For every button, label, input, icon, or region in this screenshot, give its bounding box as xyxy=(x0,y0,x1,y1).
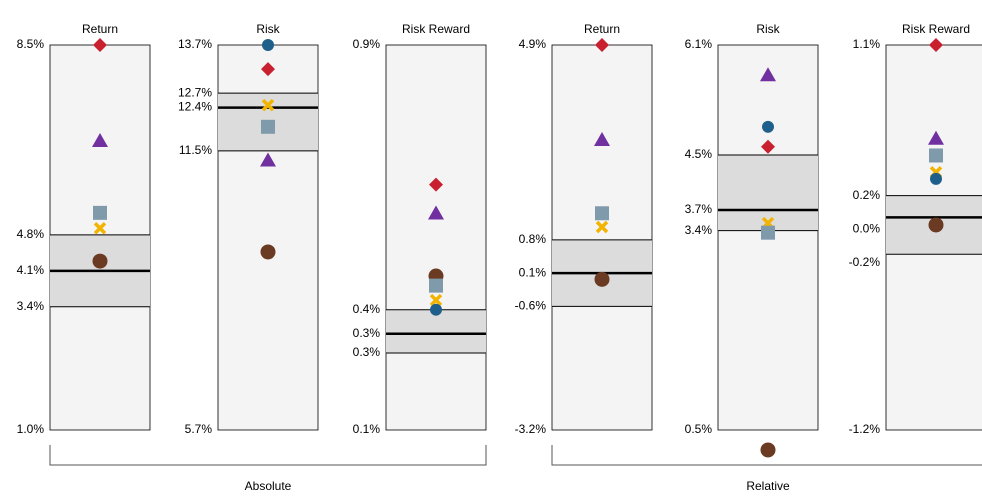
y-tick-label: 13.7% xyxy=(178,37,212,51)
y-tick-label: 6.1% xyxy=(685,37,713,51)
y-tick-label: 4.5% xyxy=(685,147,713,161)
marker-circle xyxy=(762,120,774,133)
marker-diamond xyxy=(93,38,107,52)
marker-diamond xyxy=(429,177,443,192)
marker-x xyxy=(261,98,275,112)
marker-circle xyxy=(92,253,108,269)
y-tick-label: 3.4% xyxy=(17,299,45,313)
panel-title: Risk xyxy=(756,22,780,36)
y-tick-label: 0.8% xyxy=(519,232,547,246)
y-tick-label: 1.1% xyxy=(853,37,881,51)
marker-square xyxy=(429,278,443,293)
marker-triangle xyxy=(594,132,610,147)
y-tick-label: -1.2% xyxy=(849,422,881,436)
y-tick-label: 0.1% xyxy=(353,422,381,436)
y-tick-label: 3.4% xyxy=(685,223,713,237)
panel-title: Return xyxy=(81,22,119,36)
y-tick-label: 0.3% xyxy=(353,326,381,340)
marker-square xyxy=(929,148,943,163)
marker-square xyxy=(595,206,609,221)
y-tick-label: 5.7% xyxy=(185,422,213,436)
marker-diamond xyxy=(261,62,275,77)
y-tick-label: 0.4% xyxy=(353,302,381,316)
marker-square xyxy=(761,225,775,240)
marker-circle xyxy=(430,303,442,316)
marker-square xyxy=(261,119,275,134)
marker-triangle xyxy=(428,205,444,220)
y-tick-label: -0.2% xyxy=(849,255,881,269)
box xyxy=(718,155,818,231)
marker-diamond xyxy=(761,139,775,154)
marker-circle xyxy=(262,39,274,51)
y-tick-label: 4.1% xyxy=(17,263,45,277)
plot-area xyxy=(551,44,653,431)
panel-title: Risk xyxy=(256,22,280,36)
marker-circle xyxy=(260,244,276,260)
y-tick-label: 4.8% xyxy=(17,227,45,241)
marker-circle xyxy=(760,442,776,458)
group-bracket xyxy=(551,445,982,466)
marker-diamond xyxy=(595,38,609,52)
panel-title: Risk Reward xyxy=(901,22,970,36)
marker-x xyxy=(429,293,443,307)
plot-area xyxy=(385,44,487,431)
box xyxy=(386,309,486,353)
marker-circle xyxy=(594,271,610,287)
panel-title: Risk Reward xyxy=(401,22,470,36)
y-tick-label: 11.5% xyxy=(179,143,212,157)
y-tick-label: -0.6% xyxy=(515,299,547,313)
group-label: Relative xyxy=(746,479,790,493)
y-tick-label: 0.0% xyxy=(853,221,881,235)
marker-x xyxy=(595,220,609,234)
y-tick-label: 12.4% xyxy=(178,100,212,114)
marker-square xyxy=(93,205,107,220)
panel-title: Return xyxy=(583,22,621,36)
y-tick-label: 8.5% xyxy=(17,37,45,51)
marker-x xyxy=(93,222,107,235)
y-tick-label: -3.2% xyxy=(515,422,547,436)
marker-circle xyxy=(930,172,942,185)
marker-triangle xyxy=(928,130,944,145)
marker-triangle xyxy=(760,67,776,82)
y-tick-label: 0.3% xyxy=(353,345,381,359)
y-tick-label: 0.9% xyxy=(353,37,381,51)
y-tick-label: 0.2% xyxy=(853,188,881,202)
group-label: Absolute xyxy=(245,479,292,493)
marker-circle xyxy=(928,217,944,233)
y-tick-label: 0.1% xyxy=(519,265,547,279)
group-bracket xyxy=(49,445,487,466)
marker-diamond xyxy=(929,38,943,52)
marker-triangle xyxy=(92,132,108,147)
marker-triangle xyxy=(260,152,276,167)
y-tick-label: 0.5% xyxy=(685,422,713,436)
y-tick-label: 4.9% xyxy=(519,37,547,51)
y-tick-label: 1.0% xyxy=(17,422,45,436)
y-tick-label: 3.7% xyxy=(685,202,713,216)
y-tick-label: 12.7% xyxy=(178,85,212,99)
